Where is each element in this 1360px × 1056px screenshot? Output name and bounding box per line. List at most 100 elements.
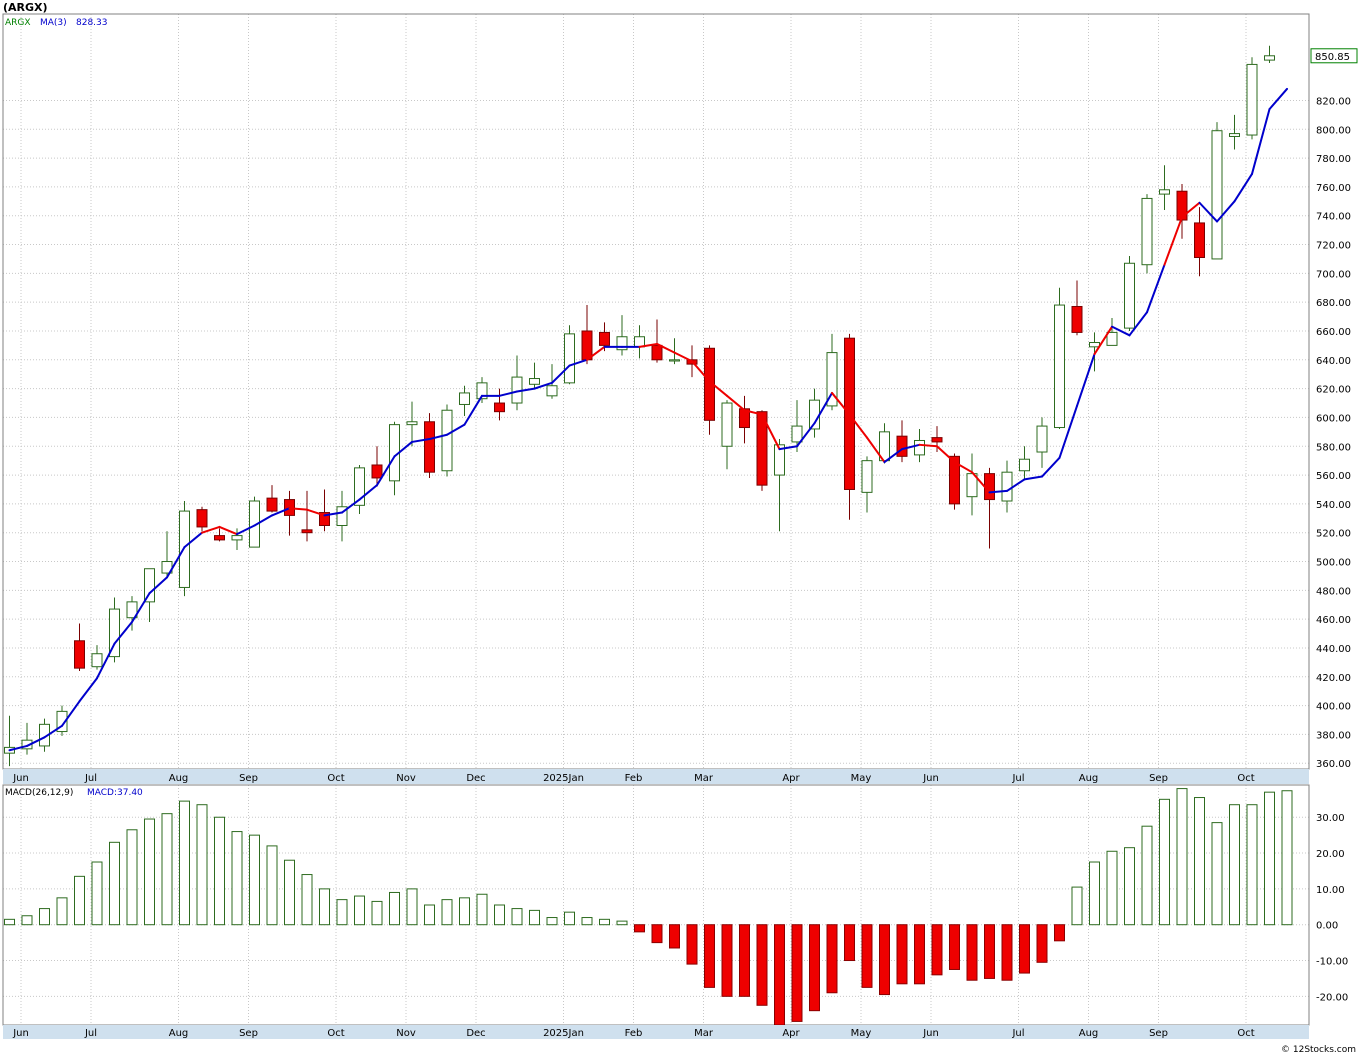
price-x-tick: Jun <box>922 773 939 784</box>
candle <box>56 705 68 736</box>
macd-bar <box>826 924 838 994</box>
macd-y-tick: -10.00 <box>1316 957 1348 968</box>
last-price-tag: 850.85 <box>1310 48 1358 64</box>
macd-bar <box>1089 861 1100 926</box>
macd-y-tick: -20.00 <box>1316 992 1348 1003</box>
macd-x-tick: Nov <box>396 1028 416 1039</box>
price-y-tick: 760.00 <box>1316 183 1351 194</box>
price-y-tick: 700.00 <box>1316 269 1351 280</box>
candle-body <box>546 385 558 397</box>
macd-bar <box>1036 924 1048 963</box>
price-y-tick: 820.00 <box>1316 96 1351 107</box>
candle-body <box>424 421 435 473</box>
ma-segment <box>743 409 763 416</box>
ma-segment <box>1181 201 1201 219</box>
macd-bar <box>739 924 750 997</box>
candle <box>126 596 138 631</box>
candle <box>214 528 225 542</box>
price-x-tick: May <box>851 773 872 784</box>
ma-segment <box>971 471 991 494</box>
candle <box>196 506 208 532</box>
candle-body <box>354 467 365 506</box>
ma-segment <box>988 489 1008 494</box>
candle <box>1106 318 1118 346</box>
macd-x-tick: Sep <box>1149 1028 1168 1039</box>
ma-segment <box>113 621 133 645</box>
ma-segment <box>323 511 343 517</box>
price-y-axis: 360.00 380.00 400.00 420.00 440.00 460.00 480.… <box>1316 96 1351 770</box>
last-price-label: 850.85 <box>1315 52 1350 63</box>
ma-segment <box>218 525 238 536</box>
price-y-tick: 640.00 <box>1316 356 1351 367</box>
price-y-tick: 780.00 <box>1316 154 1351 165</box>
price-y-tick: 800.00 <box>1316 125 1351 136</box>
macd-x-tick: May <box>851 1028 872 1039</box>
ma-segment <box>656 342 676 354</box>
ma-segment <box>306 508 326 517</box>
macd-y-axis: -20.00 -10.00 0.00 10.00 20.00 30.00 <box>1316 813 1348 1003</box>
candle <box>354 464 365 514</box>
candle-body <box>1054 304 1065 429</box>
macd-bar <box>1019 924 1030 974</box>
macd-bar <box>931 924 943 976</box>
macd-bar <box>1176 788 1188 926</box>
macd-bars <box>4 788 1293 1026</box>
macd-bar <box>511 908 523 926</box>
candle-body <box>896 435 908 457</box>
macd-bar <box>669 924 680 949</box>
macd-bar <box>704 924 715 988</box>
candle <box>616 315 628 356</box>
macd-bar <box>529 909 540 926</box>
candle-body <box>1071 305 1083 333</box>
macd-bar <box>896 924 908 985</box>
macd-bar <box>774 924 785 1026</box>
price-x-tick: 2025Jan <box>543 773 584 784</box>
candle <box>144 568 155 623</box>
candle-body <box>669 359 680 362</box>
macd-bar <box>109 841 120 926</box>
ma-segment <box>393 440 413 458</box>
macd-bar <box>144 818 155 926</box>
macd-bar <box>126 829 138 926</box>
macd-y-tick: 0.00 <box>1316 921 1338 932</box>
macd-bar <box>879 924 890 996</box>
macd-bar <box>1071 886 1083 926</box>
macd-bar <box>634 924 645 933</box>
ma-segment <box>463 394 483 426</box>
ma-segment <box>516 387 536 393</box>
candle <box>1246 57 1258 140</box>
ma-segment <box>1146 263 1166 314</box>
price-y-tick: 680.00 <box>1316 298 1351 309</box>
ma-segment <box>1233 172 1253 203</box>
ma-segment <box>498 390 518 397</box>
macd-bar <box>91 861 103 926</box>
macd-bar <box>686 924 698 965</box>
candle-body <box>196 509 208 528</box>
candle <box>739 395 750 444</box>
price-y-tick: 660.00 <box>1316 327 1351 338</box>
macd-bar <box>214 816 225 926</box>
macd-bar <box>756 924 768 1006</box>
macd-bar <box>599 918 610 926</box>
macd-x-tick: Jul <box>84 1028 97 1039</box>
ma-segment <box>848 413 868 439</box>
macd-x-axis-strip <box>3 1025 1309 1039</box>
candle <box>1036 417 1048 468</box>
candle-body <box>1089 342 1100 348</box>
price-y-tick: 400.00 <box>1316 702 1351 713</box>
candle-body <box>529 378 540 385</box>
candle <box>1141 194 1153 274</box>
candle-body <box>739 408 750 429</box>
candle <box>371 446 383 487</box>
macd-bar <box>476 893 488 926</box>
candle <box>931 426 943 453</box>
candle-body <box>231 535 243 541</box>
candle-body <box>1019 458 1030 472</box>
macd-bar <box>1106 850 1118 926</box>
candle <box>1194 207 1205 277</box>
candle-body <box>791 425 803 443</box>
macd-bar <box>1054 924 1065 942</box>
candle-body <box>721 402 733 447</box>
macd-bar <box>809 924 820 1012</box>
macd-x-tick: Aug <box>169 1028 189 1039</box>
